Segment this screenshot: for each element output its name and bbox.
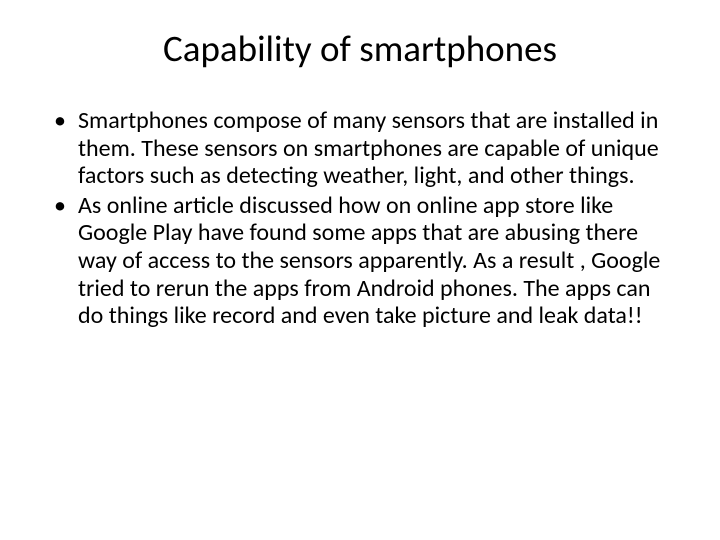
bullet-text: Smartphones compose of many sensors that… bbox=[78, 106, 659, 190]
bullet-list: Smartphones compose of many sensors that… bbox=[50, 107, 670, 330]
bullet-text: As online article discussed how on onlin… bbox=[78, 191, 660, 330]
bullet-item: As online article discussed how on onlin… bbox=[50, 192, 670, 330]
slide-title: Capability of smartphones bbox=[50, 26, 670, 71]
bullet-item: Smartphones compose of many sensors that… bbox=[50, 107, 670, 190]
